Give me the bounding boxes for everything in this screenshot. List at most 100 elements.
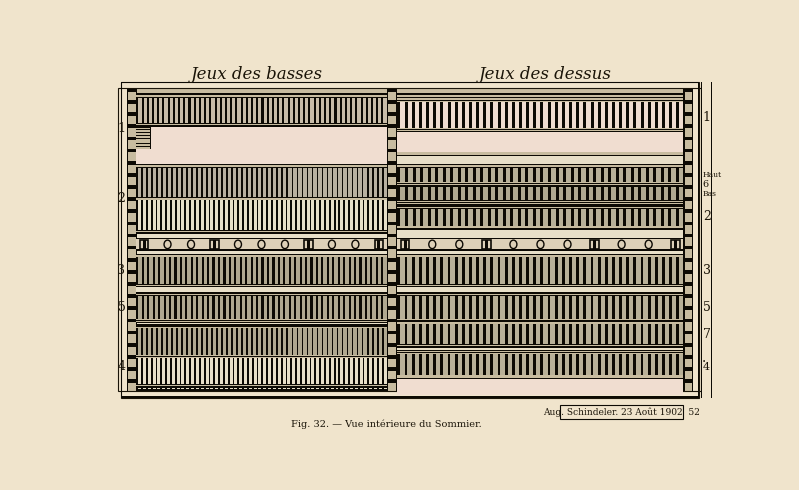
Ellipse shape	[281, 240, 288, 248]
Bar	[296, 328, 298, 355]
Bar	[512, 296, 515, 319]
Bar	[335, 98, 336, 122]
Bar	[206, 328, 209, 355]
Bar	[151, 200, 153, 233]
Bar	[161, 200, 162, 233]
Bar	[397, 378, 683, 379]
Bar	[547, 296, 551, 319]
Bar	[387, 379, 397, 383]
Bar	[601, 168, 604, 182]
Bar	[458, 168, 461, 182]
Bar	[626, 354, 629, 375]
Bar	[339, 358, 340, 389]
Bar	[630, 209, 634, 226]
Bar	[465, 187, 468, 200]
Bar	[662, 296, 665, 319]
Text: 3: 3	[117, 264, 125, 277]
Bar	[278, 257, 280, 284]
Bar	[676, 354, 679, 375]
Bar	[533, 187, 536, 200]
Bar	[365, 257, 367, 284]
Bar	[137, 98, 138, 122]
Bar	[127, 149, 137, 152]
Bar	[127, 379, 137, 383]
Bar	[495, 168, 499, 182]
Text: 5: 5	[117, 301, 125, 314]
Bar	[137, 94, 387, 98]
Text: Jeux des dessus: Jeux des dessus	[479, 66, 611, 83]
Bar	[387, 331, 397, 334]
Bar	[170, 358, 172, 389]
Bar	[210, 240, 219, 248]
Bar	[285, 358, 288, 389]
Bar	[671, 240, 680, 248]
Bar	[623, 168, 626, 182]
Bar	[397, 238, 683, 240]
Bar	[166, 328, 169, 355]
Bar	[646, 209, 649, 226]
Bar	[252, 358, 253, 389]
Bar	[447, 102, 451, 128]
Bar	[141, 296, 144, 319]
Bar	[362, 168, 364, 197]
Bar	[555, 324, 558, 344]
Bar	[440, 354, 443, 375]
Bar	[483, 296, 486, 319]
Bar	[127, 367, 137, 371]
Bar	[433, 324, 436, 344]
Bar	[365, 296, 367, 319]
Bar	[267, 168, 268, 197]
Bar	[426, 296, 429, 319]
Bar	[137, 319, 387, 323]
Bar	[266, 358, 268, 389]
Bar	[315, 200, 316, 233]
Bar	[411, 257, 415, 284]
Bar	[397, 94, 683, 102]
Bar	[309, 200, 312, 233]
Bar	[288, 257, 291, 284]
Bar	[224, 296, 225, 319]
Bar	[353, 200, 355, 233]
Bar	[397, 205, 683, 206]
Bar	[473, 168, 475, 182]
Bar	[290, 200, 292, 233]
Bar	[598, 354, 601, 375]
Bar	[655, 102, 658, 128]
Bar	[256, 168, 258, 197]
Bar	[199, 98, 201, 122]
Bar	[562, 354, 565, 375]
Bar	[218, 257, 220, 284]
Bar	[612, 324, 614, 344]
Bar	[137, 358, 138, 389]
Bar	[137, 126, 150, 149]
Bar	[353, 358, 355, 389]
Bar	[669, 354, 672, 375]
Bar	[533, 168, 536, 182]
Bar	[469, 324, 472, 344]
Bar	[344, 200, 345, 233]
Bar	[583, 257, 586, 284]
Bar	[197, 296, 198, 319]
Bar	[590, 257, 594, 284]
Bar	[207, 296, 209, 319]
Bar	[121, 396, 699, 397]
Bar	[127, 161, 137, 165]
Bar	[397, 350, 683, 354]
Bar	[519, 296, 522, 319]
Bar	[426, 324, 429, 344]
Bar	[397, 152, 683, 156]
Bar	[419, 257, 422, 284]
Bar	[419, 296, 422, 319]
Bar	[245, 257, 248, 284]
Bar	[381, 98, 384, 122]
Bar	[209, 358, 210, 389]
Bar	[593, 240, 596, 248]
Bar	[329, 98, 332, 122]
Bar	[578, 187, 581, 200]
Bar	[137, 125, 387, 126]
Bar	[311, 296, 312, 319]
Bar	[214, 98, 217, 122]
Bar	[261, 200, 264, 233]
Bar	[590, 296, 594, 319]
Bar	[137, 254, 387, 255]
